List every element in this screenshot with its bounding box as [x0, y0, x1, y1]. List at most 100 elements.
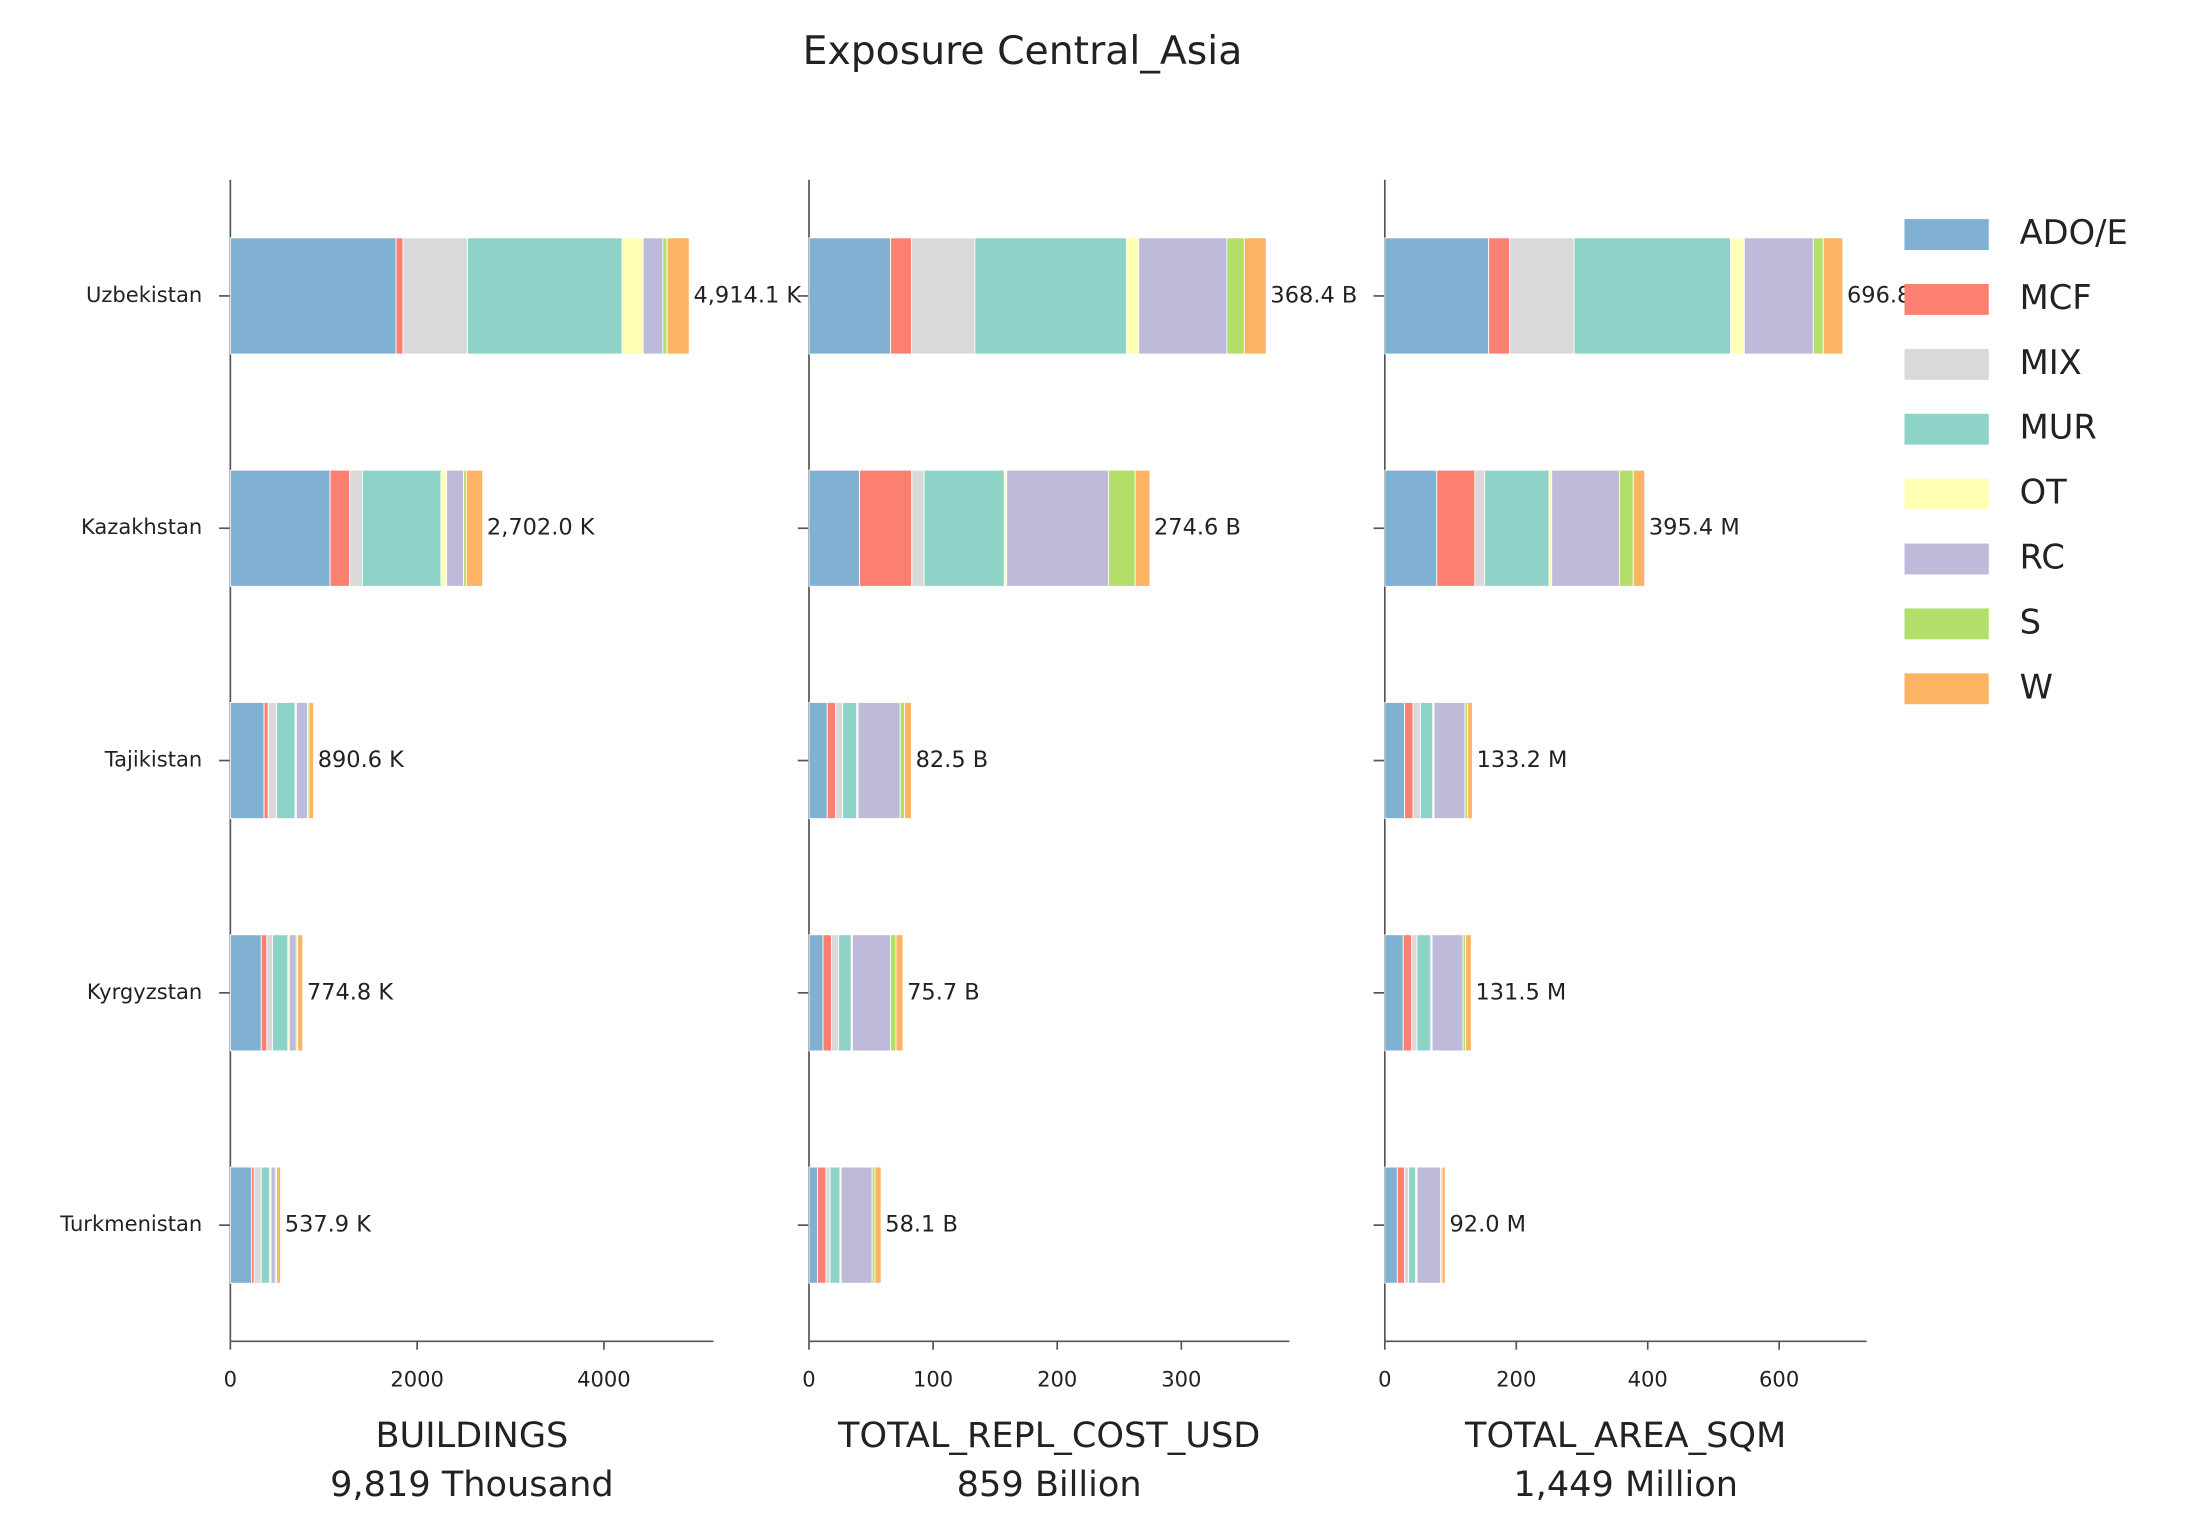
bar-segment	[263, 702, 269, 820]
total-label: 131.5 M	[1475, 979, 1566, 1005]
bar-segment	[1822, 237, 1844, 355]
bar-segment	[1484, 469, 1550, 587]
x-axis-total: 9,819 Thousand	[330, 1464, 613, 1505]
bar-segment	[889, 934, 897, 1052]
legend-swatch	[1904, 348, 1989, 380]
legend-label: MCF	[2020, 278, 2092, 317]
y-tick-label: Uzbekistan	[86, 282, 202, 307]
bar-segment	[361, 469, 442, 587]
legend-label: OT	[2020, 473, 2068, 512]
legend-swatch	[1904, 283, 1989, 315]
bar-segment	[1812, 237, 1824, 355]
total-label: 395.4 M	[1649, 515, 1740, 541]
bar-segment	[1384, 702, 1405, 820]
x-tick-label: 0	[1378, 1367, 1391, 1392]
bar-segment	[1402, 934, 1413, 1052]
bar-segment	[838, 934, 852, 1052]
bar-segment	[822, 934, 832, 1052]
bar-segment	[1404, 1166, 1409, 1284]
total-label: 75.7 B	[907, 979, 980, 1005]
legend-label: ADO/E	[2020, 213, 2128, 252]
bar-segment	[890, 237, 913, 355]
total-label: 2,702.0 K	[487, 515, 596, 541]
bar-segment	[666, 237, 690, 355]
bar-segment	[1408, 1166, 1417, 1284]
bar-segment	[1384, 934, 1404, 1052]
bar-segment	[467, 237, 623, 355]
bar-segment	[1419, 702, 1434, 820]
x-tick-label: 100	[913, 1367, 953, 1392]
bar-segment	[260, 934, 268, 1052]
total-label: 774.8 K	[307, 979, 394, 1005]
bar-segment	[662, 237, 668, 355]
legend-swatch	[1904, 219, 1989, 251]
x-tick-label: 600	[1759, 1367, 1799, 1392]
x-tick-label: 200	[1037, 1367, 1077, 1392]
bar-segment	[1619, 469, 1634, 587]
bar-segment	[1138, 237, 1228, 355]
x-axis-label: TOTAL_AREA_SQM	[1464, 1415, 1786, 1456]
bar-segment	[440, 469, 448, 587]
bar-segment	[904, 702, 912, 820]
bar-segment	[859, 469, 913, 587]
bar-segment	[642, 237, 664, 355]
bar-segment	[229, 469, 331, 587]
total-label: 133.2 M	[1477, 747, 1568, 773]
chart-title: Exposure Central_Asia	[803, 29, 1243, 74]
bar-segment	[1384, 1166, 1398, 1284]
y-tick-label: Turkmenistan	[59, 1211, 202, 1236]
bar-segment	[295, 702, 308, 820]
legend-swatch	[1904, 673, 1989, 705]
bar-segment	[1226, 237, 1245, 355]
bar-segment	[1243, 237, 1267, 355]
bar-segment	[1551, 469, 1620, 587]
bar-segment	[808, 934, 824, 1052]
y-tick-label: Kyrgyzstan	[87, 979, 202, 1004]
total-label: 82.5 B	[916, 747, 989, 773]
bar-segment	[829, 1166, 841, 1284]
bar-segment	[288, 934, 297, 1052]
bar-segment	[842, 702, 858, 820]
bar-segment	[1125, 237, 1140, 355]
bar-segment	[1743, 237, 1814, 355]
bar-segment	[1384, 237, 1490, 355]
x-tick-label: 0	[802, 1367, 815, 1392]
x-axis-label: BUILDINGS	[375, 1415, 568, 1456]
legend-label: MIX	[2020, 343, 2082, 382]
total-label: 58.1 B	[885, 1212, 958, 1238]
bar-segment	[1384, 469, 1438, 587]
bar-segment	[229, 237, 397, 355]
bar-segment	[825, 1166, 831, 1284]
bar-segment	[817, 1166, 827, 1284]
bar-segment	[260, 1166, 271, 1284]
bar-segment	[808, 469, 861, 587]
bar-segment	[1404, 702, 1414, 820]
bar-segment	[297, 934, 304, 1052]
bar-segment	[1416, 1166, 1442, 1284]
x-tick-label: 0	[224, 1367, 237, 1392]
legend-swatch	[1904, 478, 1989, 510]
legend-label: RC	[2020, 537, 2065, 576]
bar-segment	[1433, 702, 1466, 820]
bar-segment	[923, 469, 1005, 587]
bar-segment	[229, 702, 265, 820]
bar-segment	[446, 469, 464, 587]
bar-segment	[253, 1166, 262, 1284]
legend-label: W	[2020, 667, 2053, 706]
bar-segment	[1488, 237, 1511, 355]
bar-segment	[308, 702, 314, 820]
x-axis-label: TOTAL_REPL_COST_USD	[837, 1415, 1260, 1456]
bar-segment	[270, 1166, 276, 1284]
bar-segment	[229, 934, 262, 1052]
bar-segment	[974, 237, 1127, 355]
bar-segment	[1474, 469, 1486, 587]
bar-segment	[840, 1166, 873, 1284]
legend-swatch	[1904, 413, 1989, 445]
bar-segment	[1396, 1166, 1405, 1284]
bar-segment	[465, 469, 484, 587]
legend-swatch	[1904, 608, 1989, 640]
x-axis-total: 1,449 Million	[1513, 1464, 1738, 1505]
bar-segment	[835, 702, 844, 820]
x-tick-label: 300	[1161, 1367, 1201, 1392]
bar-segment	[895, 934, 904, 1052]
